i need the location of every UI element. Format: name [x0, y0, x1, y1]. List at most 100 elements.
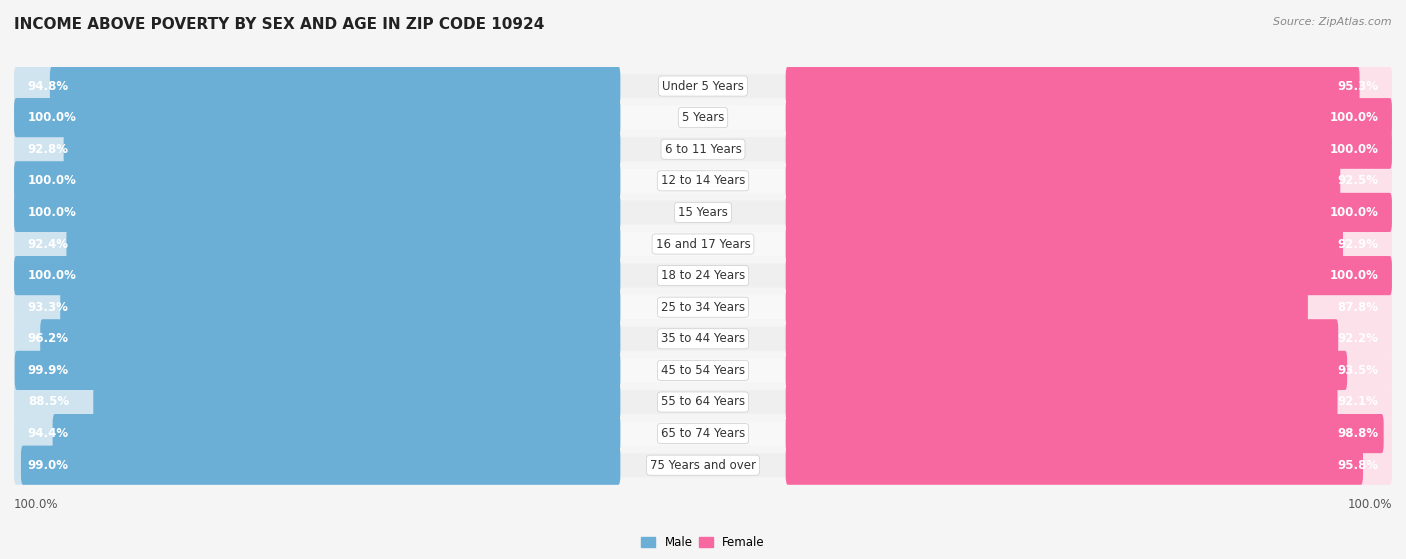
Text: 87.8%: 87.8% [1337, 301, 1378, 314]
Text: 93.5%: 93.5% [1337, 364, 1378, 377]
FancyBboxPatch shape [14, 201, 1392, 224]
Text: 15 Years: 15 Years [678, 206, 728, 219]
Text: 18 to 24 Years: 18 to 24 Years [661, 269, 745, 282]
FancyBboxPatch shape [786, 161, 1340, 201]
FancyBboxPatch shape [14, 421, 1392, 446]
Text: 65 to 74 Years: 65 to 74 Years [661, 427, 745, 440]
Text: 94.8%: 94.8% [28, 79, 69, 93]
FancyBboxPatch shape [786, 414, 1384, 453]
FancyBboxPatch shape [14, 193, 620, 232]
Text: 95.8%: 95.8% [1337, 459, 1378, 472]
Text: 88.5%: 88.5% [28, 396, 69, 409]
Text: 99.0%: 99.0% [28, 459, 69, 472]
FancyBboxPatch shape [14, 67, 620, 106]
Text: 100.0%: 100.0% [1329, 206, 1378, 219]
Text: Under 5 Years: Under 5 Years [662, 79, 744, 93]
FancyBboxPatch shape [14, 98, 620, 137]
FancyBboxPatch shape [14, 161, 620, 201]
FancyBboxPatch shape [786, 98, 1392, 137]
Text: 92.2%: 92.2% [1337, 332, 1378, 345]
FancyBboxPatch shape [786, 319, 1339, 358]
FancyBboxPatch shape [786, 351, 1347, 390]
FancyBboxPatch shape [14, 295, 1392, 319]
FancyBboxPatch shape [786, 224, 1392, 264]
Text: 75 Years and over: 75 Years and over [650, 459, 756, 472]
FancyBboxPatch shape [14, 130, 620, 169]
FancyBboxPatch shape [21, 446, 620, 485]
FancyBboxPatch shape [14, 256, 620, 295]
FancyBboxPatch shape [63, 130, 620, 169]
FancyBboxPatch shape [786, 193, 1392, 232]
FancyBboxPatch shape [49, 67, 620, 106]
FancyBboxPatch shape [786, 319, 1392, 358]
Text: 92.9%: 92.9% [1337, 238, 1378, 250]
Text: Source: ZipAtlas.com: Source: ZipAtlas.com [1274, 17, 1392, 27]
FancyBboxPatch shape [786, 446, 1392, 485]
Text: 94.4%: 94.4% [28, 427, 69, 440]
FancyBboxPatch shape [786, 193, 1392, 232]
Text: 100.0%: 100.0% [1329, 111, 1378, 124]
Text: 55 to 64 Years: 55 to 64 Years [661, 396, 745, 409]
Text: 100.0%: 100.0% [28, 269, 77, 282]
FancyBboxPatch shape [14, 288, 620, 327]
FancyBboxPatch shape [14, 390, 1392, 414]
FancyBboxPatch shape [14, 327, 1392, 351]
FancyBboxPatch shape [14, 193, 620, 232]
FancyBboxPatch shape [14, 264, 1392, 288]
Legend: Male, Female: Male, Female [637, 532, 769, 554]
Text: 25 to 34 Years: 25 to 34 Years [661, 301, 745, 314]
FancyBboxPatch shape [14, 98, 620, 137]
FancyBboxPatch shape [786, 288, 1392, 327]
Text: 92.1%: 92.1% [1337, 396, 1378, 409]
FancyBboxPatch shape [14, 358, 1392, 382]
Text: 92.4%: 92.4% [28, 238, 69, 250]
Text: 6 to 11 Years: 6 to 11 Years [665, 143, 741, 156]
FancyBboxPatch shape [786, 382, 1392, 421]
FancyBboxPatch shape [14, 319, 620, 358]
FancyBboxPatch shape [93, 382, 620, 421]
Text: 35 to 44 Years: 35 to 44 Years [661, 332, 745, 345]
FancyBboxPatch shape [14, 446, 620, 485]
FancyBboxPatch shape [786, 446, 1362, 485]
FancyBboxPatch shape [14, 161, 620, 201]
Text: 100.0%: 100.0% [1329, 143, 1378, 156]
FancyBboxPatch shape [14, 351, 620, 390]
FancyBboxPatch shape [60, 288, 620, 327]
FancyBboxPatch shape [41, 319, 620, 358]
FancyBboxPatch shape [786, 161, 1392, 201]
FancyBboxPatch shape [786, 67, 1360, 106]
FancyBboxPatch shape [786, 414, 1392, 453]
Text: 93.3%: 93.3% [28, 301, 69, 314]
FancyBboxPatch shape [14, 256, 620, 295]
Text: 100.0%: 100.0% [1347, 499, 1392, 511]
Text: 45 to 54 Years: 45 to 54 Years [661, 364, 745, 377]
Text: 92.5%: 92.5% [1337, 174, 1378, 187]
FancyBboxPatch shape [786, 351, 1392, 390]
FancyBboxPatch shape [14, 351, 620, 390]
FancyBboxPatch shape [786, 256, 1392, 295]
Text: 100.0%: 100.0% [28, 174, 77, 187]
Text: 95.3%: 95.3% [1337, 79, 1378, 93]
Text: 100.0%: 100.0% [28, 206, 77, 219]
Text: 92.8%: 92.8% [28, 143, 69, 156]
Text: 100.0%: 100.0% [14, 499, 59, 511]
Text: 100.0%: 100.0% [1329, 269, 1378, 282]
FancyBboxPatch shape [786, 288, 1308, 327]
Text: INCOME ABOVE POVERTY BY SEX AND AGE IN ZIP CODE 10924: INCOME ABOVE POVERTY BY SEX AND AGE IN Z… [14, 17, 544, 32]
FancyBboxPatch shape [786, 130, 1392, 169]
FancyBboxPatch shape [14, 106, 1392, 130]
FancyBboxPatch shape [14, 137, 1392, 161]
FancyBboxPatch shape [14, 74, 1392, 98]
Text: 99.9%: 99.9% [28, 364, 69, 377]
FancyBboxPatch shape [786, 98, 1392, 137]
Text: 12 to 14 Years: 12 to 14 Years [661, 174, 745, 187]
FancyBboxPatch shape [786, 256, 1392, 295]
FancyBboxPatch shape [14, 232, 1392, 256]
FancyBboxPatch shape [786, 130, 1392, 169]
FancyBboxPatch shape [14, 169, 1392, 193]
FancyBboxPatch shape [786, 382, 1337, 421]
Text: 16 and 17 Years: 16 and 17 Years [655, 238, 751, 250]
FancyBboxPatch shape [14, 414, 620, 453]
FancyBboxPatch shape [14, 382, 620, 421]
FancyBboxPatch shape [52, 414, 620, 453]
